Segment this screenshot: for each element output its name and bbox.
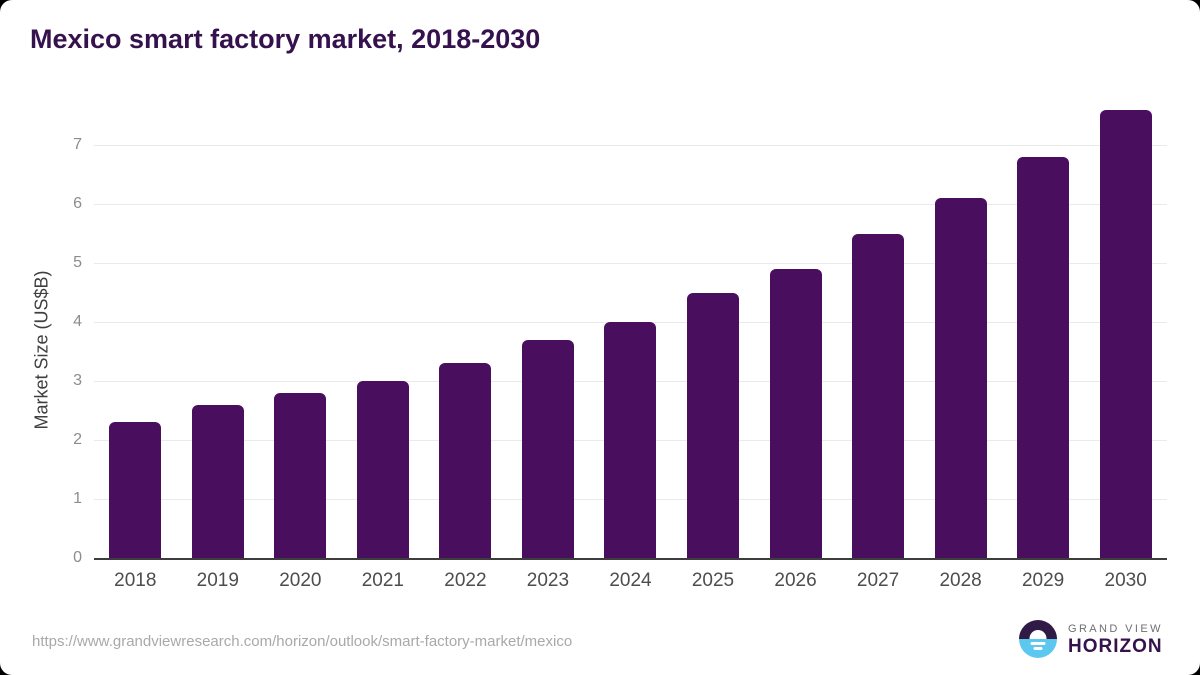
bar-column-2027	[837, 94, 920, 558]
bar-2018	[109, 422, 162, 558]
bar-column-2022	[424, 94, 507, 558]
y-tick-0: 0	[73, 549, 82, 566]
bar-2019	[191, 404, 244, 558]
plot-area: 2018 2019 2020 2021 2022 2023 2024 2025 2026 2027…	[73, 94, 1167, 591]
bar-column-2019	[177, 94, 260, 558]
y-tick-1: 1	[73, 490, 82, 507]
bar-column-2030	[1084, 94, 1167, 558]
y-tick-6: 6	[73, 195, 82, 212]
source-url: https://www.grandviewresearch.com/horizo…	[32, 633, 573, 650]
bar-2026	[769, 268, 822, 558]
bar-column-2021	[342, 94, 425, 558]
bar-2028	[934, 198, 987, 558]
horizon-sun-logo-icon	[1019, 620, 1057, 658]
sun-reflection-line	[1030, 641, 1046, 645]
bar-column-2029	[1002, 94, 1085, 558]
x-label-2030: 2030	[1104, 570, 1147, 591]
gridline-7	[94, 145, 1167, 146]
bar-2029	[1017, 156, 1070, 558]
x-label-2018: 2018	[114, 570, 157, 591]
x-label-2028: 2028	[939, 570, 982, 591]
bar-2024	[604, 322, 657, 558]
x-label-2020: 2020	[279, 570, 322, 591]
x-label-2023: 2023	[526, 570, 570, 591]
logo-brand-top: GRAND VIEW	[1068, 622, 1163, 635]
bar-column-2028	[919, 94, 1002, 558]
bar-2020	[274, 392, 327, 558]
y-axis-title: Market Size (US$B)	[31, 270, 52, 430]
x-label-2021: 2021	[361, 570, 404, 591]
bar-column-2026	[754, 94, 837, 558]
bar-2022	[439, 363, 492, 558]
y-tick-4: 4	[73, 313, 82, 330]
bar-column-2023	[507, 94, 590, 558]
bar-2023	[521, 339, 574, 558]
bar-column-2018	[94, 94, 177, 558]
bar-column-2024	[589, 94, 672, 558]
sun-reflection-line	[1033, 647, 1043, 650]
logo-brand-bottom: HORIZON	[1068, 635, 1163, 657]
gridline-5	[94, 263, 1167, 264]
bar-2025	[686, 292, 739, 558]
x-axis-labels: 2018 2019 2020 2021 2022 2023 2024 2025 2026 2027…	[94, 570, 1167, 592]
y-tick-2: 2	[73, 431, 82, 448]
bar-column-2020	[259, 94, 342, 558]
brand-logo: GRAND VIEW HORIZON	[1019, 620, 1163, 658]
bar-2030	[1099, 109, 1152, 558]
x-axis-line	[94, 558, 1167, 560]
x-label-2025: 2025	[691, 570, 735, 591]
sun-dome-shape	[1029, 630, 1047, 639]
bars-container	[94, 94, 1167, 558]
brand-logo-text: GRAND VIEW HORIZON	[1068, 623, 1163, 656]
y-tick-7: 7	[73, 136, 82, 153]
x-label-2022: 2022	[444, 570, 487, 591]
x-label-2026: 2026	[774, 570, 817, 591]
bar-2027	[852, 233, 905, 558]
bar-column-2025	[672, 94, 755, 558]
x-label-2024: 2024	[609, 570, 652, 591]
gridline-6	[94, 204, 1167, 205]
x-label-2019: 2019	[196, 570, 239, 591]
y-tick-3: 3	[73, 372, 82, 389]
bar-2021	[356, 381, 409, 558]
x-label-2029: 2029	[1021, 570, 1065, 591]
chart-title: Mexico smart factory market, 2018-2030	[30, 24, 541, 54]
x-label-2027: 2027	[856, 570, 900, 591]
y-tick-5: 5	[73, 254, 82, 271]
